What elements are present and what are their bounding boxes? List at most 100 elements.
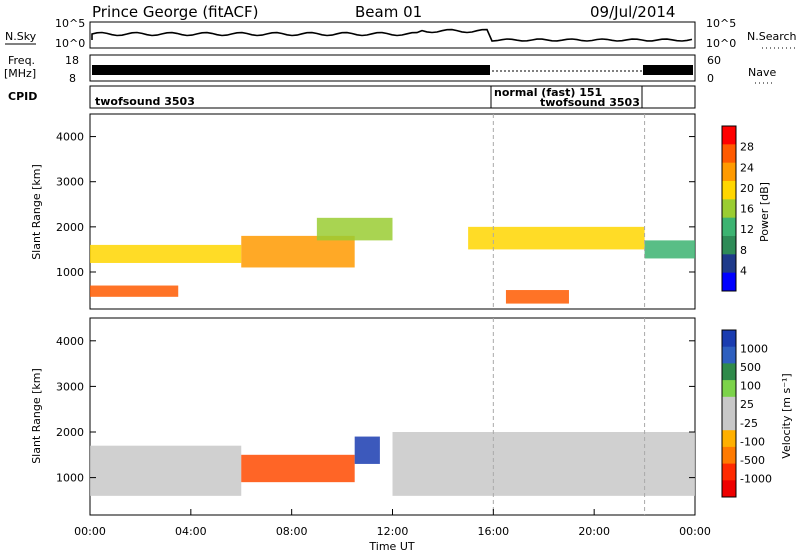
power-frame	[89, 113, 696, 310]
cbar-tick-6: -500	[740, 454, 765, 467]
x-tick-label-2: 08:00	[276, 525, 308, 538]
x-tick-label-3: 12:00	[377, 525, 409, 538]
station-title: Prince George (fitACF)	[92, 3, 258, 21]
power-colorbar: 28 24 20 16 12 8 4	[721, 125, 754, 292]
data-band-0	[90, 285, 179, 297]
cbar-tick-0: 1000	[740, 343, 768, 356]
cbar-segment-4	[722, 199, 736, 219]
y-tick-label-3000: 3000	[56, 176, 84, 189]
nave-tick-bottom: 0	[707, 72, 714, 85]
cbar-segment-8	[722, 463, 736, 481]
cbar-tick-4: 12	[740, 223, 754, 236]
x-tick-label-5: 20:00	[578, 525, 610, 538]
x-tick-label-6: 00:00	[679, 525, 711, 538]
cbar-tick-1: 24	[740, 161, 754, 174]
cbar-tick-2: 100	[740, 380, 761, 393]
cbar-frame	[721, 329, 737, 498]
cpid-seg-3: twofsound 3503	[540, 96, 640, 109]
y-tick-label-1000: 1000	[56, 266, 84, 279]
x-tick-label-4: 16:00	[477, 525, 509, 538]
data-band-3	[392, 432, 695, 496]
cbar-tick-1: 500	[740, 361, 761, 374]
freq-label-2: [MHz]	[4, 67, 36, 80]
cbar-segment-7	[722, 254, 736, 274]
y-tick-label-4000: 4000	[56, 335, 84, 348]
cbar-tick-0: 28	[740, 141, 754, 154]
power-panel: 1000 2000 3000 4000 Slant Range [km] 28 24 20…	[30, 113, 771, 310]
y-tick-label-2000: 2000	[56, 221, 84, 234]
cpid-seg-2: normal (fast) 151	[494, 86, 602, 99]
cbar-tick-7: -1000	[740, 472, 772, 485]
cbar-segment-5	[722, 413, 736, 431]
cbar-segment-9	[722, 480, 736, 498]
y-tick-label-2000: 2000	[56, 426, 84, 439]
freq-tick-bottom: 8	[69, 72, 76, 85]
freq-bar-b	[643, 65, 693, 75]
data-band-5	[505, 290, 569, 304]
nsky-frame	[89, 21, 696, 49]
cbar-segment-3	[722, 380, 736, 398]
velocity-ylabel: Slant Range [km]	[30, 368, 43, 464]
cbar-segment-2	[722, 162, 736, 182]
nsearch-tick-bottom: 10^0	[706, 37, 736, 50]
cpid-label: CPID	[8, 90, 37, 103]
cbar-segment-2	[722, 363, 736, 381]
cbar-tick-5: -100	[740, 435, 765, 448]
cbar-segment-7	[722, 446, 736, 465]
cpid-seg-1: twofsound 3503	[95, 95, 195, 108]
cbar-segment-0	[722, 126, 736, 145]
y-tick-label-3000: 3000	[56, 380, 84, 393]
power-cbar-label: Power [dB]	[758, 182, 771, 242]
data-band-2	[354, 436, 380, 464]
nsky-label: N.Sky	[5, 30, 37, 43]
cbar-segment-3	[722, 181, 736, 200]
velocity-marks	[90, 318, 695, 515]
cbar-tick-5: 8	[740, 244, 747, 257]
cpid-frame	[89, 85, 696, 109]
nave-tick-top: 60	[707, 54, 721, 67]
nsearch-label: N.Search	[747, 30, 797, 43]
data-band-1	[90, 244, 242, 263]
cbar-frame	[721, 125, 737, 292]
date-title: 09/Jul/2014	[590, 3, 675, 21]
nave-label: Nave	[748, 66, 776, 79]
cbar-tick-4: -25	[740, 417, 758, 430]
cbar-segment-1	[722, 144, 736, 164]
nsky-tick-top: 10^5	[55, 17, 85, 30]
power-ylabel: Slant Range [km]	[30, 164, 43, 260]
data-band-4	[468, 226, 645, 250]
freq-frame	[89, 54, 696, 82]
velocity-panel: 1000 2000 3000 4000 Slant Range [km] 1000 50…	[30, 317, 793, 516]
freq-bar-a	[92, 65, 490, 75]
cbar-tick-3: 25	[740, 398, 754, 411]
x-axis-label: Time UT	[368, 540, 414, 553]
nsky-tick-bottom: 10^0	[55, 37, 85, 50]
power-yticks: 1000 2000 3000 4000	[56, 131, 695, 279]
cbar-segment-6	[722, 430, 736, 448]
x-tick-label-1: 04:00	[175, 525, 207, 538]
nsky-trace	[91, 28, 693, 42]
velocity-yticks: 1000 2000 3000 4000	[56, 335, 695, 485]
cbar-segment-1	[722, 346, 736, 364]
velocity-colorbar: 1000 500 100 25 -25 -100 -500 -1000	[721, 329, 772, 498]
beam-title: Beam 01	[355, 3, 422, 21]
velocity-cbar-label: Velocity [m s⁻¹]	[780, 373, 793, 458]
cbar-tick-3: 16	[740, 203, 754, 216]
data-band-0	[90, 445, 242, 496]
freq-label-1: Freq.	[8, 54, 35, 67]
freq-tick-top: 18	[65, 54, 79, 67]
y-tick-label-1000: 1000	[56, 472, 84, 485]
cbar-segment-5	[722, 217, 736, 237]
cbar-segment-4	[722, 396, 736, 414]
x-axis: 00:00 04:00 08:00 12:00 16:00 20:00 00:00	[74, 509, 711, 538]
y-tick-label-4000: 4000	[56, 131, 84, 144]
data-band-1	[241, 454, 355, 483]
data-band-6	[644, 240, 695, 259]
cbar-tick-2: 20	[740, 182, 754, 195]
cbar-segment-6	[722, 236, 736, 255]
nsky-strip: N.Sky 10^5 10^0 10^5 10^0 N.Search	[5, 17, 797, 50]
x-tick-label-0: 00:00	[74, 525, 106, 538]
cpid-strip: CPID twofsound 3503 normal (fast) 151 tw…	[8, 85, 696, 109]
data-band-2	[241, 235, 355, 268]
